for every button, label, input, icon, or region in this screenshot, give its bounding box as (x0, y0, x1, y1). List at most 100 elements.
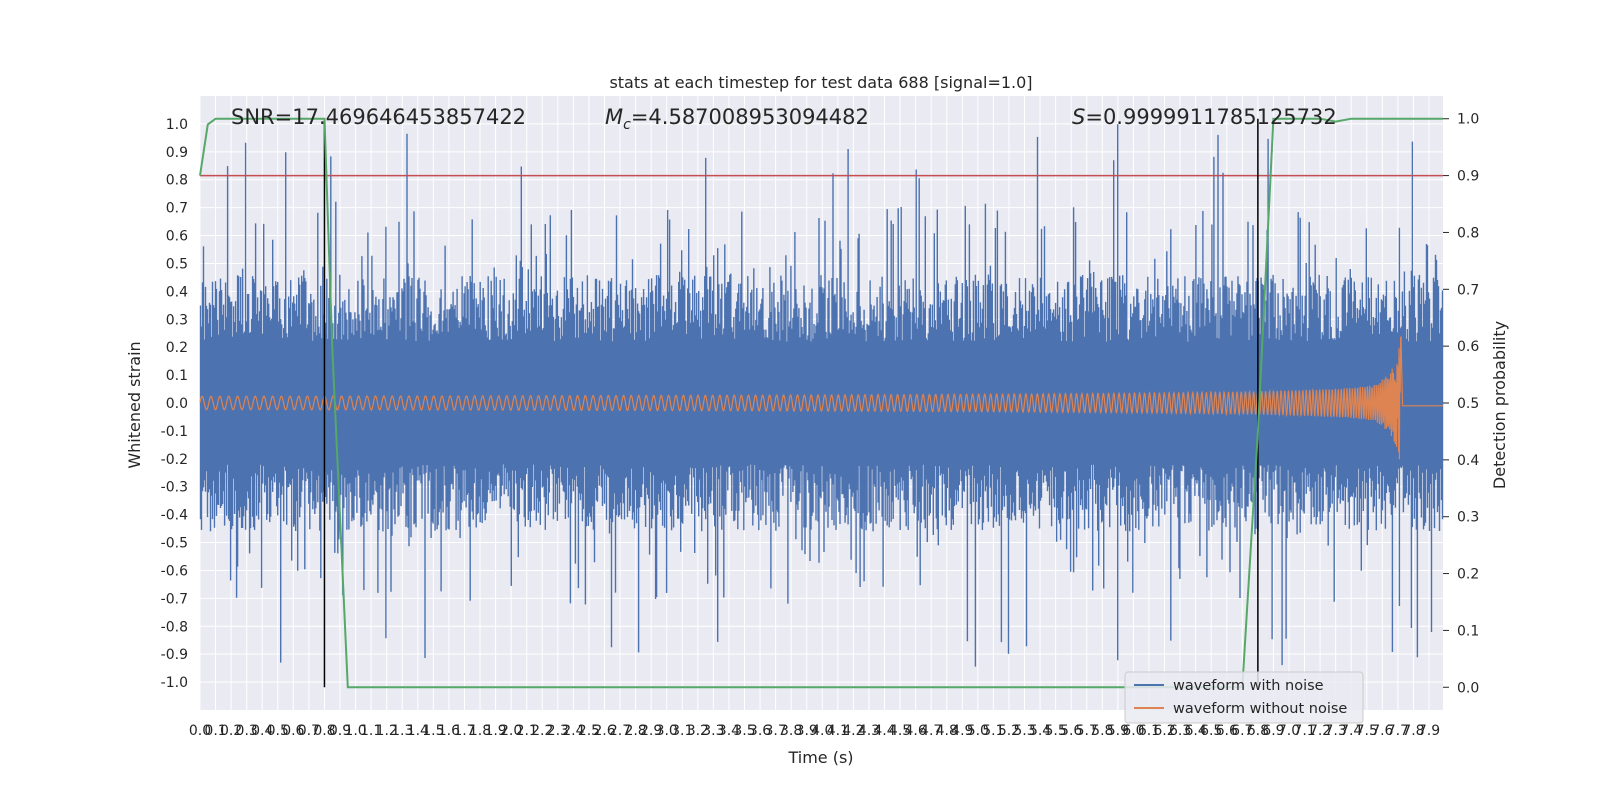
x-tick-label: 0.1 (204, 723, 226, 739)
x-tick-label: 2.7 (609, 723, 631, 739)
chart-title: stats at each timestep for test data 688… (609, 73, 1032, 92)
x-tick-label: 3.7 (764, 723, 786, 739)
x-tick-label: 2.8 (624, 723, 646, 739)
x-tick-label: 2.1 (516, 723, 538, 739)
y-left-tick-label: 0.8 (166, 173, 188, 189)
y-left-tick-label: 0.1 (166, 368, 188, 384)
x-tick-label: 5.0 (967, 723, 989, 739)
y-right-tick-label: 0.1 (1457, 623, 1479, 639)
y-left-tick-label: 1.0 (166, 117, 188, 133)
y-left-tick-label: 0.5 (166, 256, 188, 272)
x-tick-label: 4.4 (873, 723, 895, 739)
x-tick-label: 7.9 (1418, 723, 1440, 739)
x-tick-label: 3.1 (671, 723, 693, 739)
legend-box (1124, 671, 1364, 724)
x-tick-label: 1.0 (344, 723, 366, 739)
chirp-mass-subscript: c (623, 117, 631, 133)
score-symbol: S (1072, 105, 1085, 129)
y-left-tick-label: 0.3 (166, 312, 188, 328)
x-tick-label: 6.1 (1138, 723, 1160, 739)
x-tick-label: 6.4 (1185, 723, 1207, 739)
score-value: =0.9999911785125732 (1085, 105, 1336, 129)
x-tick-label: 0.0 (189, 723, 211, 739)
legend-label-clean: waveform without noise (1173, 701, 1347, 717)
x-tick-label: 6.6 (1216, 723, 1238, 739)
x-tick-label: 0.5 (267, 723, 289, 739)
y-axis-label-right: Detection probability (1490, 321, 1509, 489)
x-tick-label: 1.2 (376, 723, 398, 739)
y-left-tick-label: 0.4 (166, 284, 188, 300)
x-tick-label: 2.0 (500, 723, 522, 739)
y-left-tick-label: -0.8 (161, 619, 188, 635)
chirp-mass-symbol: M (605, 105, 623, 129)
y-left-tick-label: -0.1 (161, 424, 188, 440)
x-tick-label: 3.2 (687, 723, 709, 739)
y-left-tick-label: -0.2 (161, 452, 188, 468)
x-tick-label: 1.6 (438, 723, 460, 739)
y-right-tick-label: 0.0 (1457, 680, 1479, 696)
y-left-tick-label: -0.6 (161, 563, 188, 579)
y-right-tick-label: 0.8 (1457, 225, 1479, 241)
x-tick-label: 4.7 (920, 723, 942, 739)
x-tick-label: 4.8 (936, 723, 958, 739)
x-tick-label: 0.2 (220, 723, 242, 739)
y-left-tick-label: 0.0 (166, 396, 188, 412)
x-tick-label: 2.3 (547, 723, 569, 739)
x-tick-label: 6.2 (1153, 723, 1175, 739)
x-tick-label: 2.2 (531, 723, 553, 739)
y-left-tick-label: -0.5 (161, 536, 188, 552)
y-right-tick-label: 1.0 (1457, 112, 1479, 128)
x-tick-label: 4.6 (904, 723, 926, 739)
y-left-tick-label: -1.0 (161, 675, 188, 691)
x-tick-label: 3.5 (733, 723, 755, 739)
x-tick-label: 2.4 (562, 723, 584, 739)
y-axis-label-left: Whitened strain (125, 341, 144, 468)
x-tick-label: 6.5 (1200, 723, 1222, 739)
x-tick-label: 0.8 (313, 723, 335, 739)
snr-annotation: SNR=17.469646453857422 (231, 105, 526, 129)
legend: waveform with noise waveform without noi… (1124, 671, 1364, 724)
x-tick-label: 1.5 (422, 723, 444, 739)
score-annotation: S=0.9999911785125732 (1072, 105, 1337, 129)
x-tick-label: 5.4 (1029, 723, 1051, 739)
x-tick-label: 4.3 (858, 723, 880, 739)
y-right-tick-label: 0.9 (1457, 169, 1479, 185)
x-tick-label: 7.4 (1340, 723, 1362, 739)
x-axis-label: Time (s) (787, 748, 853, 767)
series-waveform-without-noise (199, 335, 1443, 460)
legend-label-noise: waveform with noise (1173, 678, 1324, 694)
x-tick-label: 7.0 (1278, 723, 1300, 739)
trigger-lines (323, 118, 1259, 688)
x-tick-label: 7.2 (1309, 723, 1331, 739)
x-tick-label: 4.1 (827, 723, 849, 739)
x-tick-label: 3.3 (702, 723, 724, 739)
x-tick-label: 7.6 (1371, 723, 1393, 739)
x-tick-label: 1.4 (407, 723, 429, 739)
y-left-tick-label: -0.4 (161, 508, 188, 524)
y-left-tick-label: -0.3 (161, 480, 188, 496)
x-tick-label: 5.9 (1107, 723, 1129, 739)
x-tick-label: 7.3 (1325, 723, 1347, 739)
x-tick-label: 3.9 (796, 723, 818, 739)
x-tick-label: 3.0 (656, 723, 678, 739)
y-right-tick-labels: 1.0 0.9 0.8 0.7 0.6 0.5 0.4 0.3 0.2 0.1 0.0 (1443, 112, 1479, 696)
y-right-tick-label: 0.5 (1457, 396, 1479, 412)
x-tick-label: 4.9 (951, 723, 973, 739)
y-right-tick-label: 0.7 (1457, 282, 1479, 298)
x-tick-label: 6.0 (1122, 723, 1144, 739)
x-tick-label: 2.6 (593, 723, 615, 739)
series-waveform-with-noise (199, 124, 1444, 667)
y-left-tick-label: 0.2 (166, 340, 188, 356)
x-tick-labels: 0.00.10.20.30.40.50.60.70.80.91.01.11.21… (189, 723, 1440, 739)
y-left-tick-label: -0.9 (161, 647, 188, 663)
x-tick-label: 2.5 (578, 723, 600, 739)
x-tick-label: 3.6 (749, 723, 771, 739)
x-tick-label: 0.3 (236, 723, 258, 739)
x-tick-label: 3.8 (780, 723, 802, 739)
x-tick-label: 5.5 (1044, 723, 1066, 739)
x-tick-label: 7.5 (1356, 723, 1378, 739)
x-tick-label: 7.1 (1293, 723, 1315, 739)
y-left-tick-labels: 1.0 0.9 0.8 0.7 0.6 0.5 0.4 0.3 0.2 0.1 0.0 -0.1 -0.… (161, 117, 188, 691)
series-detection-probability (199, 117, 1443, 689)
